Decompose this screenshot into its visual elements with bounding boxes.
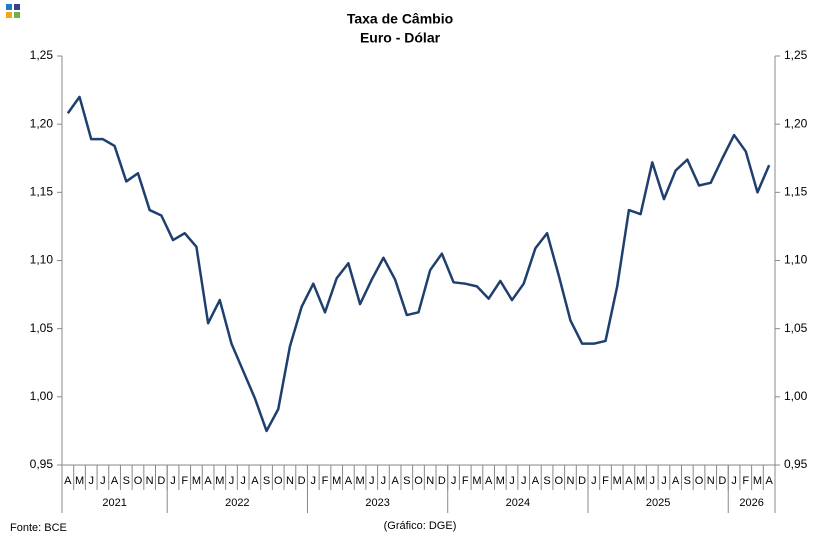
y2-tick-label: 0,95 (784, 457, 808, 471)
x-tick-label: F (742, 475, 749, 487)
x-tick-label: F (462, 475, 469, 487)
x-tick-label: M (215, 475, 224, 487)
x-tick-label: J (731, 475, 737, 487)
x-tick-label: O (554, 475, 563, 487)
year-label: 2023 (365, 497, 389, 509)
x-tick-label: O (414, 475, 423, 487)
x-tick-label: M (355, 475, 364, 487)
x-tick-label: A (485, 475, 493, 487)
x-tick-label: J (229, 475, 235, 487)
x-tick-label: D (298, 475, 306, 487)
y-tick-label: 1,15 (30, 185, 54, 199)
credit: (Gráfico: DGE) (384, 520, 457, 532)
x-tick-label: J (311, 475, 317, 487)
x-tick-label: D (438, 475, 446, 487)
chart-subtitle: Euro - Dólar (360, 30, 441, 46)
x-tick-label: J (521, 475, 527, 487)
year-label: 2022 (225, 497, 249, 509)
y2-tick-label: 1,00 (784, 389, 808, 403)
y2-tick-label: 1,10 (784, 253, 808, 267)
x-tick-label: N (566, 475, 574, 487)
year-label: 2026 (739, 497, 763, 509)
x-tick-label: S (403, 475, 410, 487)
x-tick-label: D (157, 475, 165, 487)
x-tick-label: O (134, 475, 143, 487)
chart-title: Taxa de Câmbio (347, 11, 453, 27)
x-tick-label: S (684, 475, 691, 487)
x-tick-label: J (369, 475, 375, 487)
year-label: 2024 (506, 497, 530, 509)
x-tick-label: M (613, 475, 622, 487)
y2-tick-label: 1,20 (784, 116, 808, 130)
y-tick-label: 1,10 (30, 253, 54, 267)
x-tick-label: N (426, 475, 434, 487)
x-tick-label: J (650, 475, 656, 487)
x-tick-label: F (322, 475, 329, 487)
x-tick-label: A (532, 475, 540, 487)
source: Fonte: BCE (10, 522, 67, 534)
x-tick-label: M (753, 475, 762, 487)
x-tick-label: A (765, 475, 773, 487)
line (66, 95, 771, 433)
x-tick-label: J (591, 475, 597, 487)
x-tick-label: F (602, 475, 609, 487)
x-tick-label: A (204, 475, 212, 487)
y-tick-label: 1,25 (30, 48, 54, 62)
x-tick-label: J (240, 475, 246, 487)
x-tick-label: F (181, 475, 188, 487)
x-tick-label: M (636, 475, 645, 487)
x-tick-label: J (509, 475, 515, 487)
year-label: 2021 (102, 497, 126, 509)
x-tick-label: A (345, 475, 353, 487)
x-tick-label: A (672, 475, 680, 487)
x-tick-label: M (472, 475, 481, 487)
year-label: 2025 (646, 497, 670, 509)
x-tick-label: A (64, 475, 72, 487)
x-tick-label: N (146, 475, 154, 487)
x-tick-label: O (695, 475, 704, 487)
x-tick-label: S (543, 475, 550, 487)
x-tick-label: D (718, 475, 726, 487)
x-tick-label: J (381, 475, 387, 487)
x-tick-label: S (123, 475, 130, 487)
x-tick-label: J (100, 475, 106, 487)
y2-tick-label: 1,05 (784, 321, 808, 335)
y2-tick-label: 1,25 (784, 48, 808, 62)
y-tick-label: 0,95 (30, 457, 54, 471)
x-tick-label: D (578, 475, 586, 487)
x-tick-label: J (170, 475, 176, 487)
x-tick-label: O (274, 475, 283, 487)
x-tick-label: J (451, 475, 457, 487)
x-tick-label: M (192, 475, 201, 487)
x-tick-label: S (263, 475, 270, 487)
x-tick-label: A (625, 475, 633, 487)
x-tick-label: A (251, 475, 259, 487)
x-tick-label: N (707, 475, 715, 487)
y-tick-label: 1,05 (30, 321, 54, 335)
x-tick-label: A (111, 475, 119, 487)
x-tick-label: J (661, 475, 667, 487)
logo (6, 4, 20, 18)
x-tick-label: M (332, 475, 341, 487)
x-tick-label: N (286, 475, 294, 487)
x-tick-label: J (88, 475, 94, 487)
x-tick-label: A (391, 475, 399, 487)
y-tick-label: 1,00 (30, 389, 54, 403)
x-tick-label: M (496, 475, 505, 487)
y-tick-label: 1,20 (30, 116, 54, 130)
x-tick-label: M (75, 475, 84, 487)
y2-tick-label: 1,15 (784, 185, 808, 199)
